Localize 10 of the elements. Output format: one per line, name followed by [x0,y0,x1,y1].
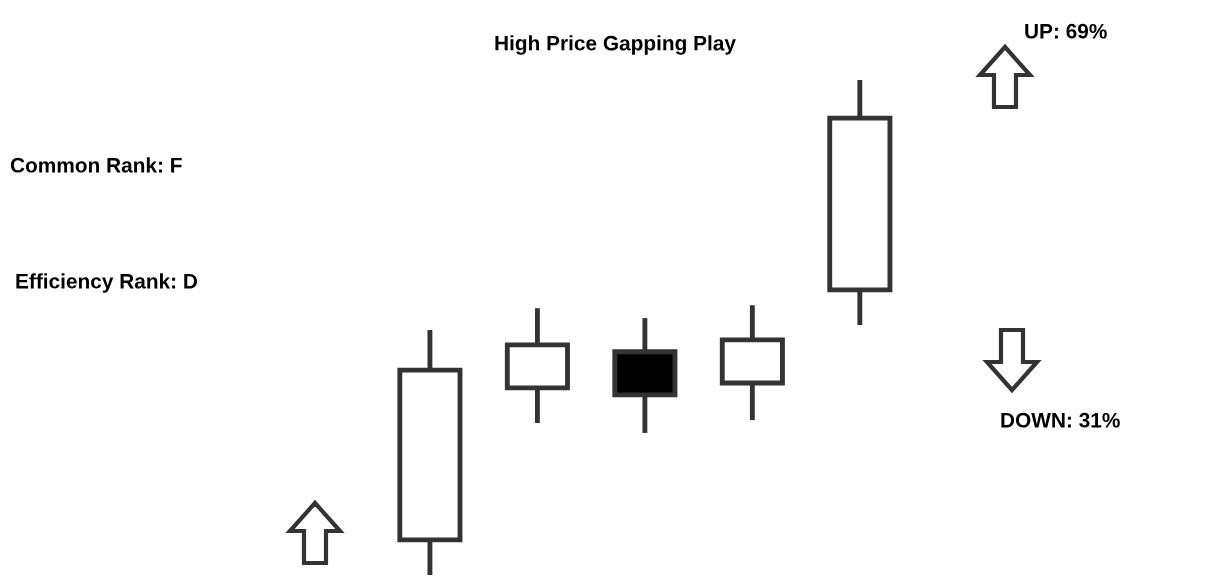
text: Efficiency Rank: D [16,273,198,293]
candlestick [719,305,785,421]
candlestick [397,329,463,576]
text: DOWN: 31% [1001,412,1120,428]
candlestick [612,318,678,433]
candlestick [827,80,893,326]
text: UP: 69% [1025,23,1107,39]
chart-title: High Price Gapping Play [495,35,736,55]
text: Common Rank: F [10,157,182,173]
candlestick [504,308,570,424]
